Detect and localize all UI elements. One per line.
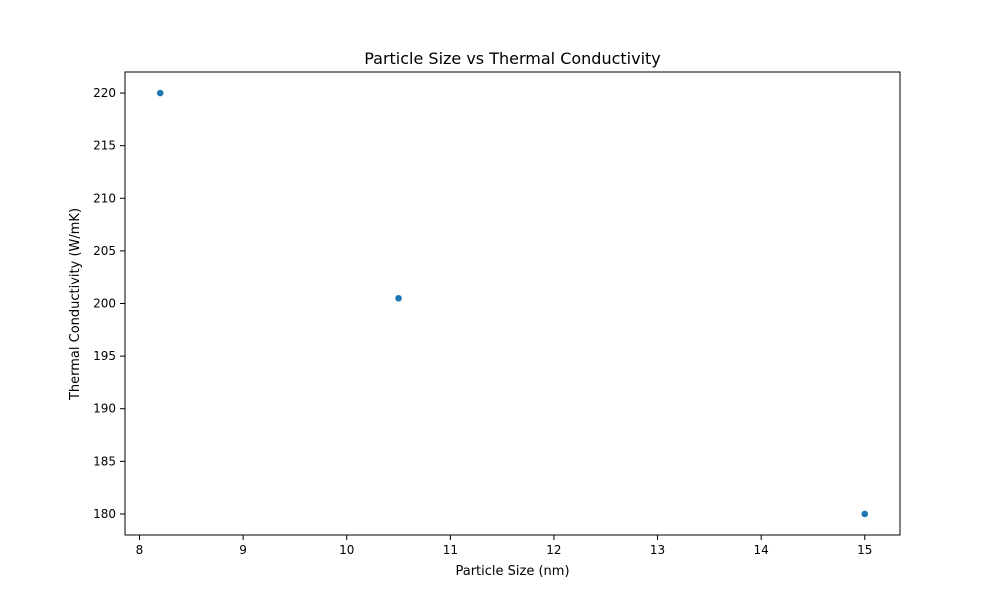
data-point — [395, 294, 402, 302]
x-tick-label: 8 — [136, 543, 144, 557]
data-point — [861, 510, 869, 518]
y-tick-label: 200 — [93, 297, 116, 311]
x-tick-label: 11 — [443, 543, 458, 557]
x-tick-label: 13 — [650, 543, 665, 557]
y-tick-label: 190 — [93, 402, 116, 416]
x-tick-label: 12 — [546, 543, 561, 557]
data-point — [156, 89, 164, 97]
x-tick-label: 15 — [857, 543, 872, 557]
x-axis-title: Particle Size (nm) — [455, 564, 569, 579]
x-tick-label: 10 — [339, 543, 354, 557]
chart-title: Particle Size vs Thermal Conductivity — [364, 49, 661, 68]
y-tick-label: 185 — [93, 454, 116, 468]
x-axis-ticks: 8 9 10 11 12 13 14 15 — [136, 535, 872, 557]
data-points — [156, 89, 869, 518]
y-axis-title: Thermal Conductivity (W/mK) — [68, 208, 83, 401]
y-tick-label: 210 — [93, 191, 116, 205]
y-tick-label: 180 — [93, 507, 116, 521]
y-tick-label: 195 — [93, 349, 116, 363]
y-tick-label: 215 — [93, 139, 116, 153]
x-tick-label: 9 — [239, 543, 247, 557]
y-tick-label: 220 — [93, 86, 116, 100]
x-tick-label: 14 — [754, 543, 769, 557]
y-tick-label: 205 — [93, 244, 116, 258]
y-axis-ticks: 180 185 190 195 200 205 210 215 220 — [93, 86, 125, 521]
plot-frame — [124, 71, 901, 536]
